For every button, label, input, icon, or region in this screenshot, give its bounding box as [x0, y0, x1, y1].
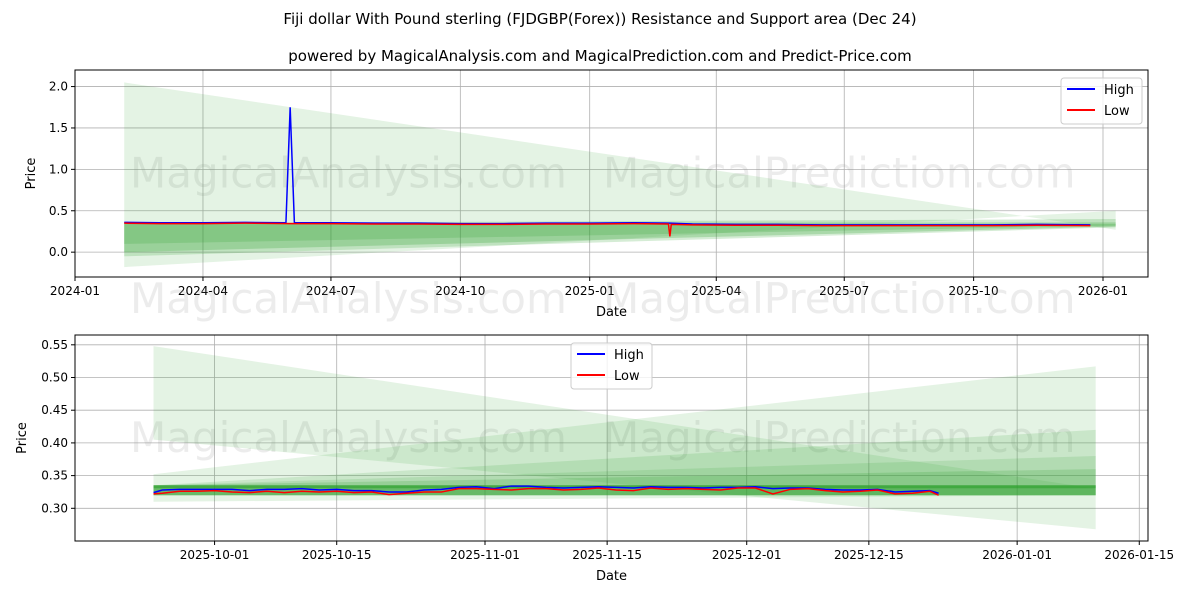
legend-label: Low [1104, 104, 1130, 119]
legend: High Low [570, 342, 653, 390]
support-resistance-band [124, 222, 1116, 253]
y-tick-label: 0.0 [49, 245, 68, 259]
x-tick-label: 2024-01 [50, 284, 100, 298]
legend: High Low [1060, 77, 1143, 125]
x-tick-label: 2024-10 [435, 284, 485, 298]
support-resistance-band [153, 469, 1096, 496]
plot-frame [74, 69, 1149, 278]
x-tick-label: 2025-10-01 [180, 548, 250, 562]
x-tick-label: 2026-01 [1078, 284, 1128, 298]
y-tick-label: 0.55 [41, 338, 68, 352]
support-resistance-band [153, 429, 1096, 496]
x-tick-label: 2026-01-01 [982, 548, 1052, 562]
support-resistance-band [124, 219, 1116, 257]
x-tick-label: 2024-04 [178, 284, 228, 298]
plot-frame [74, 334, 1149, 542]
legend-label: High [1104, 83, 1134, 98]
x-tick-label: 2025-04 [691, 284, 741, 298]
support-resistance-band [124, 223, 1116, 244]
x-tick-label: 2026-01-15 [1104, 548, 1174, 562]
y-axis-label: Price [15, 422, 30, 454]
watermark: MagicalPrediction.com [603, 274, 1076, 323]
watermark: MagicalAnalysis.com [130, 413, 567, 462]
plot-area [75, 70, 1148, 277]
support-resistance-band [153, 346, 1096, 530]
y-tick-label: 0.5 [49, 204, 68, 218]
x-tick-label: 2025-11-01 [450, 548, 520, 562]
plot-2: 2025-10-01 2025-10-15 2025-11-01 2025-11-15… [15, 334, 1174, 584]
x-tick-label: 2025-10-15 [302, 548, 372, 562]
chart-subtitle: powered by MagicalAnalysis.com and Magic… [288, 47, 912, 65]
plot-1: 2024-01 2024-04 2024-07 2024-10 2025-01 2025-… [24, 69, 1149, 320]
x-tick-label: 2025-12-01 [712, 548, 782, 562]
chart-title: Fiji dollar With Pound sterling (FJDGBP(… [283, 10, 917, 28]
support-resistance-band [153, 366, 1096, 502]
y-axis-label: Price [24, 158, 39, 190]
y-tick-label: 1.0 [49, 162, 68, 176]
x-tick-label: 2025-12-15 [834, 548, 904, 562]
low-series-line [124, 222, 1091, 237]
y-tick-label: 1.5 [49, 121, 68, 135]
y-tick-label: 2.0 [49, 80, 68, 94]
y-tick-label: 0.45 [41, 403, 68, 417]
legend-label: High [614, 348, 644, 363]
legend-label: Low [614, 369, 640, 384]
y-tick-label: 0.50 [41, 371, 68, 385]
watermark: MagicalPrediction.com [603, 413, 1076, 462]
watermark: MagicalPrediction.com [603, 149, 1076, 198]
y-tick-label: 0.30 [41, 501, 68, 515]
y-tick-label: 0.35 [41, 469, 68, 483]
x-tick-label: 2024-07 [306, 284, 356, 298]
x-tick-label: 2025-11-15 [572, 548, 642, 562]
y-tick-label: 0.40 [41, 436, 68, 450]
x-tick-label: 2025-01 [565, 284, 615, 298]
low-series-line [153, 487, 939, 496]
x-tick-label: 2025-07 [819, 284, 869, 298]
x-tick-label: 2025-10 [949, 284, 999, 298]
x-axis-label: Date [596, 569, 627, 584]
high-series-line [153, 485, 939, 494]
high-series-line [124, 107, 1091, 226]
watermark: MagicalAnalysis.com [130, 274, 567, 323]
support-resistance-band [124, 82, 1116, 268]
x-axis-label: Date [596, 305, 627, 320]
watermark: MagicalAnalysis.com [130, 149, 567, 198]
